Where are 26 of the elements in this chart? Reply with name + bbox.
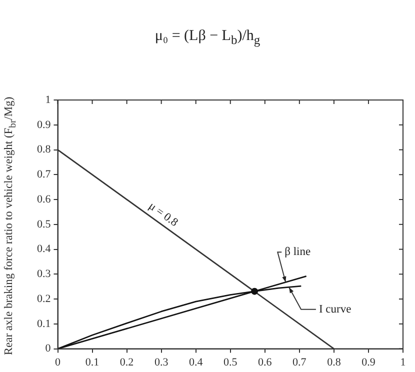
y-tick-label: 0.4 — [37, 243, 52, 256]
y-tick-label: 0.9 — [37, 118, 52, 131]
y-tick-label: 0.5 — [37, 218, 52, 230]
y-tick-label: 1 — [45, 94, 51, 106]
x-tick-label: 0.8 — [327, 356, 342, 368]
chart-title: μ₀ = (Lβ − L$_{b}$)/h$_{g}$ — [154, 28, 262, 48]
x-tick-label: 0.7 — [292, 356, 307, 368]
y-tick-label: 0 — [45, 342, 52, 355]
x-tick-label: 0.6 — [258, 356, 272, 368]
annotation: β line — [284, 246, 311, 258]
x-tick-label: 0.3 — [154, 356, 169, 368]
y-tick-label: 0.7 — [37, 168, 52, 181]
x-tick-label: 0.2 — [120, 356, 134, 368]
y-tick-label: 0.3 — [37, 268, 52, 280]
x-tick-label: 0.4 — [188, 356, 204, 368]
y-tick-label: 0.6 — [37, 193, 52, 206]
annotation: I curve — [318, 303, 352, 316]
x-tick-label: 0.1 — [85, 356, 100, 368]
x-tick-label: 0.9 — [362, 356, 376, 368]
y-tick-label: 0.1 — [37, 318, 51, 330]
y-tick-label: 0.8 — [37, 144, 52, 156]
x-tick-label: 1 — [400, 356, 406, 368]
y-tick-label: 0.2 — [37, 292, 51, 305]
annotation: μ = 0.8 — [146, 200, 180, 230]
x-tick-label: 0 — [55, 356, 61, 368]
x-tick-label: 0.5 — [224, 356, 238, 368]
